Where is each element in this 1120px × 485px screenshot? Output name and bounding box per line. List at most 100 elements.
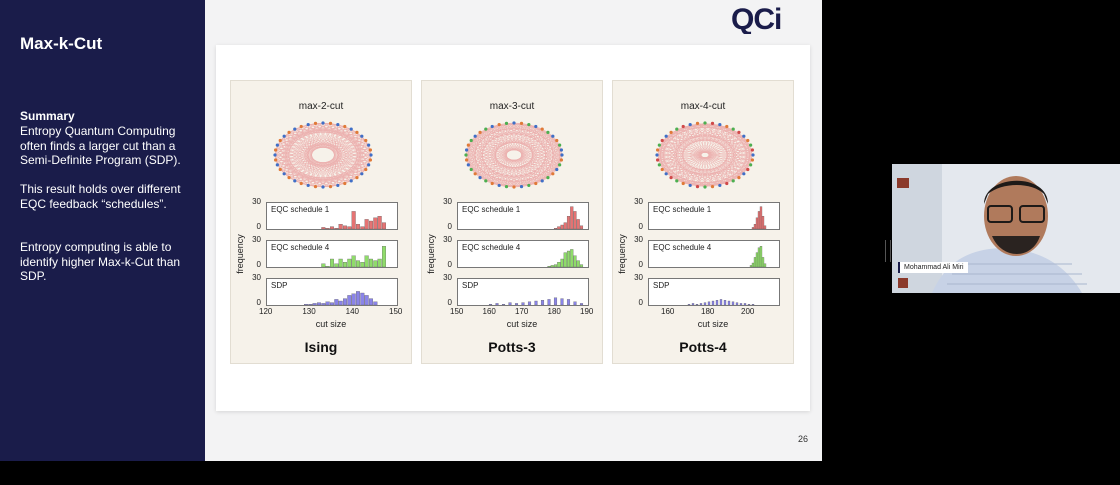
histogram-sdp: SDP — [648, 278, 780, 306]
summary-paragraph-3: Entropy computing is able to identify hi… — [20, 240, 181, 284]
histogram-bar — [763, 263, 767, 267]
histogram-eqc-schedule-1: EQC schedule 1 — [648, 202, 780, 230]
y-tick-label: 0 — [256, 222, 261, 231]
histogram-bars — [687, 299, 755, 305]
histogram-eqc-schedule-4: EQC schedule 4 — [648, 240, 780, 268]
x-tick-label: 190 — [580, 307, 594, 316]
y-axis-label: frequency — [426, 234, 436, 274]
histogram-bar — [356, 260, 360, 267]
histogram-bar — [360, 262, 365, 267]
histogram-bar — [755, 217, 759, 229]
histogram-bar — [747, 304, 751, 305]
y-axis-label: frequency — [617, 234, 627, 274]
mic-icon — [898, 278, 908, 288]
y-tick-label: 0 — [256, 298, 261, 307]
histogram-bar — [761, 216, 765, 229]
participant-video-tile[interactable]: Mohammad Ali Miri — [892, 164, 1120, 293]
y-tick-label: 30 — [634, 197, 643, 206]
x-tick-label: 130 — [302, 307, 316, 316]
participant-video — [892, 164, 1120, 293]
histogram-bar — [560, 298, 564, 305]
histogram-bar — [573, 255, 577, 267]
histogram-bar — [687, 304, 691, 305]
x-tick-label: 160 — [482, 307, 496, 316]
y-tick-label: 0 — [256, 260, 261, 269]
slide: Max-k-Cut Summary Entropy Quantum Comput… — [0, 0, 822, 461]
record-indicator-icon — [897, 178, 909, 188]
histogram-bar — [723, 300, 727, 305]
series-label: EQC schedule 1 — [271, 205, 330, 214]
histogram-bar — [553, 297, 558, 305]
tile-resize-handle[interactable] — [885, 240, 891, 262]
histogram-bar — [553, 228, 558, 229]
logo-text: QCi — [731, 3, 781, 34]
participant-name: Mohammad Ali Miri — [898, 262, 968, 273]
y-tick-label: 30 — [252, 273, 261, 282]
series-label: EQC schedule 1 — [462, 205, 521, 214]
histogram-bar — [356, 224, 360, 229]
y-tick-label: 30 — [634, 273, 643, 282]
histogram-bar — [731, 301, 735, 305]
x-tick-label: 120 — [259, 307, 273, 316]
histogram-bar — [560, 224, 564, 229]
histogram-bar — [753, 257, 757, 267]
histogram-bar — [351, 293, 356, 305]
histogram-bar — [540, 300, 545, 305]
histogram-bar — [691, 303, 695, 305]
histogram-bar — [527, 301, 532, 305]
x-tick-label: 140 — [345, 307, 360, 316]
x-tick-label: 160 — [661, 307, 675, 316]
qci-logo: QCi — [731, 2, 817, 39]
histogram-bar — [330, 226, 334, 229]
histogram-bar — [369, 298, 373, 305]
y-tick-label: 30 — [443, 273, 452, 282]
y-tick-label: 30 — [443, 235, 452, 244]
panel-footer-label: Potts-4 — [679, 339, 727, 355]
histogram-bar — [364, 219, 369, 229]
chart-panel-ising: max-2-cut EQC schedule 1 0 30 EQC schedule 4… — [230, 80, 412, 364]
histogram-sdp: SDP — [266, 278, 398, 306]
histogram-bar — [751, 227, 755, 229]
histogram-bar — [757, 211, 761, 229]
histogram-sdp: SDP — [457, 278, 589, 306]
x-tick-label: 150 — [389, 307, 403, 316]
series-label: SDP — [653, 281, 670, 290]
y-tick-label: 0 — [638, 222, 643, 231]
histogram-bar — [488, 304, 493, 305]
histogram-bar — [343, 298, 347, 305]
histogram-bar — [547, 266, 551, 267]
histogram-eqc-schedule-1: EQC schedule 1 — [266, 202, 398, 230]
histogram-bar — [570, 249, 574, 267]
histogram-bar — [338, 300, 343, 305]
panel-footer-label: Potts-3 — [488, 339, 536, 355]
histogram-bar — [563, 252, 567, 267]
chart-title: max-4-cut — [680, 101, 726, 112]
histogram-bar — [304, 304, 308, 305]
histogram-bar — [579, 225, 584, 229]
histogram-bar — [321, 263, 326, 267]
histogram-bar — [521, 302, 525, 305]
summary-paragraph-2: This result holds over different EQC fee… — [20, 182, 181, 211]
histogram-bar — [334, 299, 339, 305]
histogram-bar — [759, 206, 763, 229]
histogram-bar — [364, 295, 369, 305]
histogram-bar — [566, 216, 571, 229]
histogram-bar — [759, 246, 763, 267]
histogram-bar — [382, 222, 386, 229]
summary-heading: Summary — [20, 109, 75, 123]
histogram-bar — [347, 226, 352, 229]
histogram-bar — [711, 300, 715, 305]
histogram-bar — [563, 222, 567, 229]
histogram-bar — [330, 302, 334, 305]
histogram-bars — [321, 246, 386, 267]
x-tick-label: 180 — [701, 307, 715, 316]
x-tick-label: 200 — [741, 307, 755, 316]
histogram-bar — [508, 302, 512, 305]
page-number: 26 — [798, 434, 809, 444]
histogram-bar — [763, 225, 767, 229]
histogram-bar — [321, 227, 326, 229]
histogram-bar — [382, 246, 386, 267]
series-label: SDP — [271, 281, 288, 290]
histogram-bar — [312, 303, 317, 305]
histogram-bar — [703, 302, 707, 305]
